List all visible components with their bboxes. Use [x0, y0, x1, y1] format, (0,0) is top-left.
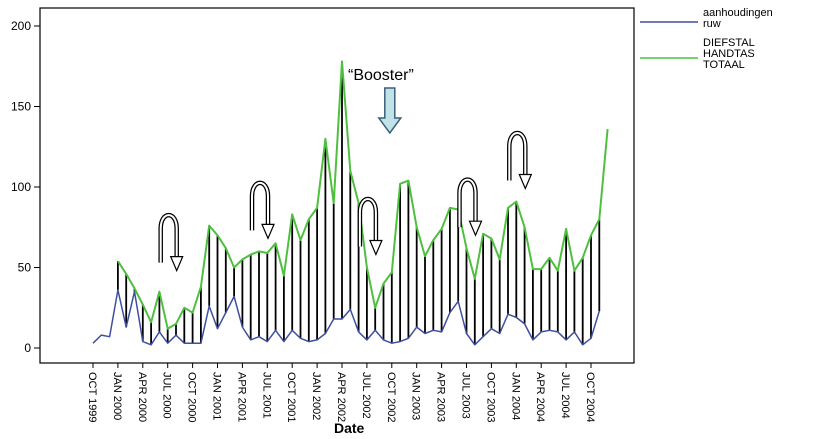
y-tick-label: 50 [18, 261, 32, 275]
legend: aanhoudingen ruw DIEFSTAL HANDTAS TOTAAL [640, 7, 773, 71]
legend-label: aanhoudingen ruw [703, 7, 773, 30]
x-axis: OCT 1999 JAN 2000 APR 2000 JUL 2000 OCT 2000… [86, 363, 596, 423]
x-tick-label: JAN 2003 [410, 372, 422, 420]
x-tick-label: OCT 2002 [385, 372, 397, 423]
x-tick-label: OCT 2000 [186, 372, 198, 423]
series-lines [92, 60, 609, 346]
x-tick-label: JUL 2004 [559, 372, 571, 419]
x-tick-label: APR 2003 [435, 372, 447, 422]
legend-label: DIEFSTAL HANDTAS TOTAAL [703, 37, 755, 71]
x-tick-label: JUL 2003 [460, 372, 472, 419]
x-tick-label: OCT 2004 [584, 372, 596, 423]
x-tick-label: APR 2002 [335, 372, 347, 422]
drop-lines [117, 61, 601, 345]
x-tick-label: JAN 2000 [111, 372, 123, 420]
annotations: “Booster” [158, 67, 533, 273]
x-tick-label: JUL 2001 [260, 372, 272, 419]
y-axis: 0 50 100 150 200 [11, 19, 40, 355]
x-tick-label: JAN 2001 [211, 372, 223, 420]
x-tick-label: OCT 1999 [86, 372, 98, 423]
x-tick-label: OCT 2003 [484, 372, 496, 423]
curved-arrow [158, 212, 184, 273]
y-tick-label: 0 [24, 341, 31, 355]
y-tick-label: 100 [11, 180, 31, 194]
x-tick-label: OCT 2001 [285, 372, 297, 423]
x-tick-label: JUL 2000 [161, 372, 173, 419]
curved-arrow [249, 180, 275, 240]
booster-arrow [377, 87, 403, 135]
x-tick-label: JAN 2002 [310, 372, 322, 420]
y-tick-label: 200 [11, 19, 31, 33]
series-line-2 [117, 60, 609, 330]
curved-arrow [507, 130, 533, 191]
curved-arrow [357, 196, 383, 257]
curved-arrow [457, 177, 483, 237]
x-tick-label: JUL 2002 [360, 372, 372, 419]
plot-frame [39, 7, 635, 364]
x-tick-label: APR 2000 [136, 372, 148, 422]
x-axis-title: Date [334, 420, 365, 436]
x-tick-label: APR 2001 [235, 372, 247, 422]
x-tick-label: APR 2004 [534, 372, 546, 422]
booster-label: “Booster” [348, 67, 414, 84]
y-tick-label: 150 [11, 100, 31, 114]
x-tick-label: JAN 2004 [509, 372, 521, 420]
series-line-1 [92, 289, 601, 346]
